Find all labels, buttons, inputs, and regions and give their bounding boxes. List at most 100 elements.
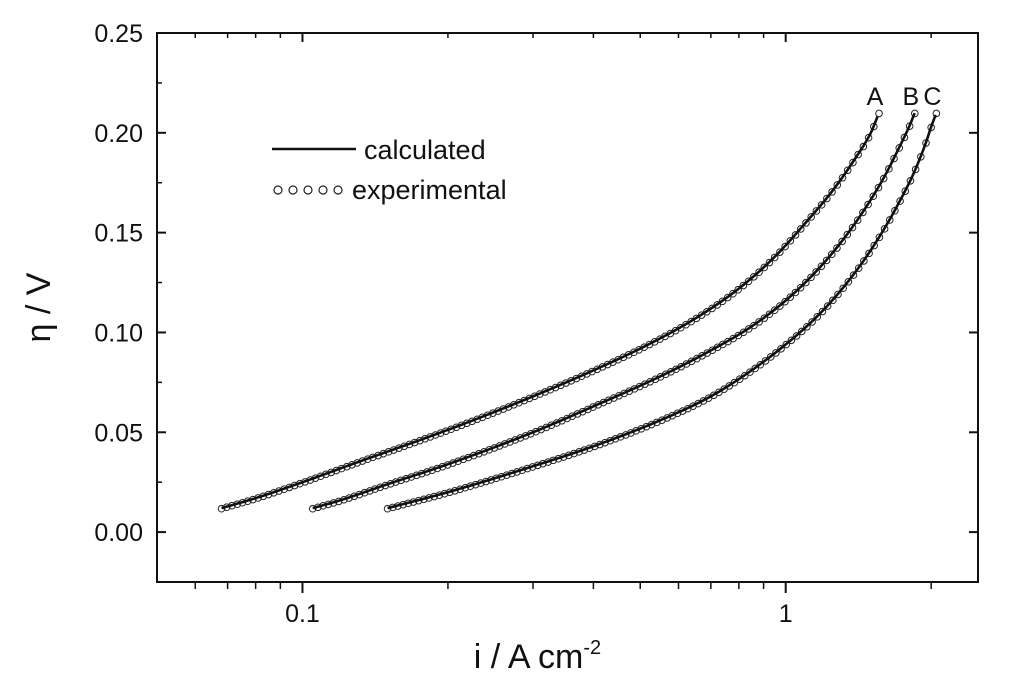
experimental-point — [828, 188, 836, 196]
experimental-point — [761, 357, 770, 365]
experimental-point — [776, 302, 784, 310]
experimental-point — [760, 314, 769, 322]
experimental-point — [848, 223, 857, 232]
experimental-point — [875, 109, 883, 118]
experimental-point — [740, 371, 749, 380]
calculated-line — [387, 114, 937, 510]
experimental-point — [833, 181, 842, 189]
experimental-point — [844, 278, 853, 286]
experimental-point — [765, 310, 774, 319]
legend-circle-swatch — [318, 185, 328, 195]
experimental-point — [802, 278, 810, 287]
experimental-point — [734, 285, 742, 294]
axes: 0.00 0.05 0.10 0.15 0.20 0.25 0.1 1 — [94, 20, 979, 628]
experimental-point — [843, 166, 852, 175]
experimental-point — [777, 345, 785, 353]
experimental-point — [744, 277, 753, 286]
experimental-point — [782, 340, 791, 349]
experimental-point — [756, 360, 765, 369]
experimental-point — [792, 332, 801, 340]
experimental-point — [217, 504, 226, 513]
experimental-point — [854, 150, 862, 159]
experimental-point — [786, 237, 795, 245]
y-axis-title: η / V — [20, 272, 58, 342]
experimental-point — [803, 322, 811, 331]
experimental-point — [755, 268, 763, 277]
labels: i / A cm-2 η / V A B C — [20, 83, 941, 676]
curve-label-B: B — [902, 83, 919, 111]
experimental-point — [749, 273, 758, 281]
experimental-point — [723, 293, 732, 302]
x-axis-title-text: i / A cm — [474, 638, 584, 676]
experimental-point — [766, 353, 775, 361]
experimental-point — [854, 264, 863, 272]
experimental-point — [770, 253, 779, 262]
experimental-point — [797, 327, 806, 336]
legend-label-experimental: experimental — [352, 175, 507, 205]
curve-label-A: A — [867, 83, 884, 111]
experimental-point — [875, 233, 884, 242]
y-tick-label: 0.10 — [94, 319, 143, 347]
experimental-point — [853, 216, 862, 224]
legend-label-calculated: calculated — [364, 135, 486, 165]
y-tick-label: 0.00 — [94, 519, 143, 547]
experimental-point — [807, 213, 815, 221]
series-A — [217, 109, 883, 513]
x-tick-label: 1 — [779, 600, 793, 628]
experimental-point — [864, 200, 872, 209]
experimental-point — [746, 368, 754, 376]
experimental-point — [817, 201, 826, 209]
experimental-point — [829, 296, 837, 305]
experimental-point — [383, 504, 392, 513]
experimental-point — [760, 263, 769, 272]
x-axis-title-superscript: -2 — [583, 637, 601, 659]
experimental-point — [813, 313, 822, 321]
experimental-point — [817, 262, 826, 271]
experimental-point — [802, 219, 810, 227]
experimental-point — [812, 268, 820, 276]
experimental-point — [729, 289, 737, 298]
experimental-point — [808, 318, 816, 326]
experimental-point — [859, 142, 868, 151]
calculated-line — [312, 112, 916, 510]
x-tick-label: 0.1 — [285, 600, 320, 628]
experimental-point — [865, 249, 873, 258]
experimental-point — [708, 304, 716, 313]
experimental-point — [843, 230, 852, 239]
experimental-point — [885, 216, 894, 224]
experimental-point — [880, 225, 889, 233]
experimental-point — [839, 284, 847, 293]
experimental-point — [849, 158, 857, 167]
experimental-point — [796, 283, 805, 292]
experimental-point — [932, 109, 941, 118]
experimental-point — [859, 208, 867, 217]
experimental-point — [870, 241, 879, 250]
legend-circle-swatch — [333, 185, 343, 195]
experimental-point — [822, 256, 831, 265]
legend-circle-swatch — [288, 185, 298, 195]
experimental-point — [786, 293, 795, 301]
experimental-point — [755, 318, 763, 326]
experimental-point — [765, 258, 774, 267]
experimental-point — [818, 307, 827, 316]
experimental-point — [827, 250, 836, 259]
series-layer — [217, 109, 941, 513]
experimental-point — [834, 290, 842, 299]
calculated-line — [221, 116, 879, 510]
experimental-point — [739, 281, 748, 290]
experimental-point — [796, 225, 805, 233]
experimental-point — [823, 194, 831, 203]
experimental-point — [770, 306, 779, 315]
experimental-point — [812, 207, 821, 215]
experimental-point — [750, 321, 758, 330]
experimental-point — [874, 183, 883, 192]
x-axis-title: i / A cm-2 — [474, 637, 601, 676]
experimental-point — [849, 271, 858, 279]
experimental-point — [791, 288, 800, 297]
experimental-point — [781, 242, 789, 251]
y-tick-label: 0.25 — [94, 20, 143, 48]
experimental-point — [735, 375, 744, 383]
experimental-point — [807, 273, 815, 282]
experimental-point — [751, 364, 759, 373]
experimental-point — [879, 174, 888, 183]
